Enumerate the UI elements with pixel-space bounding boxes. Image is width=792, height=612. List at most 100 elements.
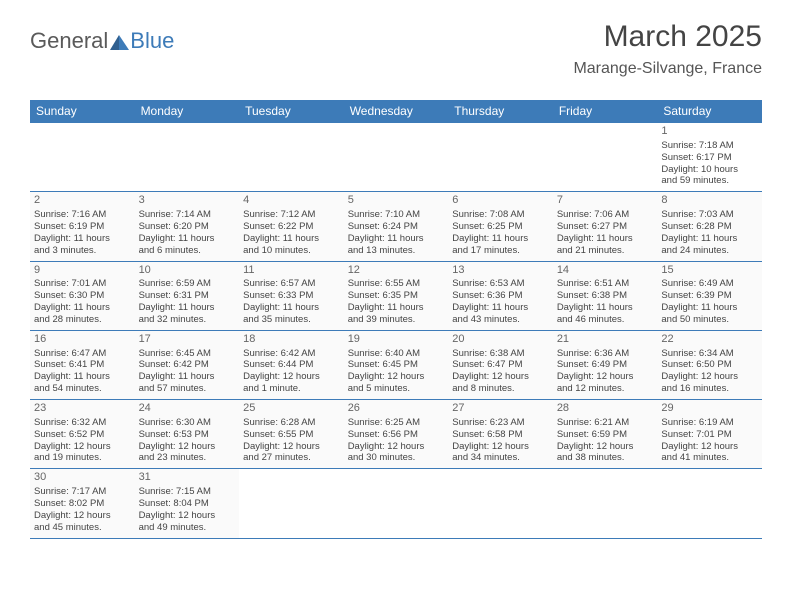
cell-line: Sunset: 6:31 PM: [139, 290, 236, 302]
logo: General Blue: [30, 28, 174, 54]
calendar-cell: 8Sunrise: 7:03 AMSunset: 6:28 PMDaylight…: [657, 192, 762, 261]
cell-line: Sunset: 6:38 PM: [557, 290, 654, 302]
cell-line: Sunrise: 7:17 AM: [34, 486, 131, 498]
calendar-header-row: SundayMondayTuesdayWednesdayThursdayFrid…: [30, 100, 762, 123]
cell-line: Sunrise: 6:59 AM: [139, 278, 236, 290]
cell-line: Daylight: 11 hours: [557, 302, 654, 314]
cell-line: and 16 minutes.: [661, 383, 758, 395]
cell-line: Sunset: 6:39 PM: [661, 290, 758, 302]
cell-line: Sunset: 6:59 PM: [557, 429, 654, 441]
cell-line: Daylight: 12 hours: [452, 371, 549, 383]
cell-line: Sunrise: 6:51 AM: [557, 278, 654, 290]
cell-line: Sunrise: 7:03 AM: [661, 209, 758, 221]
cell-line: Daylight: 12 hours: [557, 441, 654, 453]
cell-line: Daylight: 12 hours: [348, 441, 445, 453]
day-number: 25: [243, 402, 340, 416]
cell-line: and 45 minutes.: [34, 522, 131, 534]
cell-line: Daylight: 12 hours: [243, 371, 340, 383]
day-number: 29: [661, 402, 758, 416]
cell-line: and 1 minute.: [243, 383, 340, 395]
day-number: 27: [452, 402, 549, 416]
calendar-cell: 5Sunrise: 7:10 AMSunset: 6:24 PMDaylight…: [344, 192, 449, 261]
calendar-cell: [657, 469, 762, 538]
cell-line: Sunset: 6:20 PM: [139, 221, 236, 233]
cell-line: Sunset: 6:35 PM: [348, 290, 445, 302]
cell-line: Sunset: 6:27 PM: [557, 221, 654, 233]
calendar-cell: [344, 123, 449, 192]
cell-line: Sunrise: 7:10 AM: [348, 209, 445, 221]
cell-line: Daylight: 11 hours: [34, 371, 131, 383]
calendar-cell: [448, 123, 553, 192]
cell-line: Sunrise: 7:12 AM: [243, 209, 340, 221]
calendar-cell: 9Sunrise: 7:01 AMSunset: 6:30 PMDaylight…: [30, 261, 135, 330]
cell-line: Sunset: 6:28 PM: [661, 221, 758, 233]
cell-line: Sunset: 6:36 PM: [452, 290, 549, 302]
cell-line: Sunset: 6:58 PM: [452, 429, 549, 441]
calendar-cell: 24Sunrise: 6:30 AMSunset: 6:53 PMDayligh…: [135, 400, 240, 469]
cell-line: Sunset: 7:01 PM: [661, 429, 758, 441]
cell-line: and 17 minutes.: [452, 245, 549, 257]
cell-line: Sunrise: 6:32 AM: [34, 417, 131, 429]
cell-line: and 23 minutes.: [139, 452, 236, 464]
cell-line: Sunrise: 6:34 AM: [661, 348, 758, 360]
day-number: 2: [34, 194, 131, 208]
calendar-cell: 23Sunrise: 6:32 AMSunset: 6:52 PMDayligh…: [30, 400, 135, 469]
day-header: Tuesday: [239, 100, 344, 123]
cell-line: Daylight: 11 hours: [243, 302, 340, 314]
calendar-row: 30Sunrise: 7:17 AMSunset: 8:02 PMDayligh…: [30, 469, 762, 538]
cell-line: and 8 minutes.: [452, 383, 549, 395]
cell-line: Sunset: 6:49 PM: [557, 359, 654, 371]
cell-line: Sunset: 8:02 PM: [34, 498, 131, 510]
cell-line: and 49 minutes.: [139, 522, 236, 534]
calendar-cell: 29Sunrise: 6:19 AMSunset: 7:01 PMDayligh…: [657, 400, 762, 469]
calendar-cell: 3Sunrise: 7:14 AMSunset: 6:20 PMDaylight…: [135, 192, 240, 261]
cell-line: Daylight: 11 hours: [661, 233, 758, 245]
calendar-cell: 4Sunrise: 7:12 AMSunset: 6:22 PMDaylight…: [239, 192, 344, 261]
cell-line: and 35 minutes.: [243, 314, 340, 326]
cell-line: Sunset: 6:24 PM: [348, 221, 445, 233]
cell-line: Sunrise: 6:55 AM: [348, 278, 445, 290]
day-number: 28: [557, 402, 654, 416]
cell-line: and 39 minutes.: [348, 314, 445, 326]
day-number: 18: [243, 333, 340, 347]
cell-line: Sunrise: 6:30 AM: [139, 417, 236, 429]
calendar-cell: 18Sunrise: 6:42 AMSunset: 6:44 PMDayligh…: [239, 330, 344, 399]
cell-line: Sunrise: 6:36 AM: [557, 348, 654, 360]
calendar-cell: 19Sunrise: 6:40 AMSunset: 6:45 PMDayligh…: [344, 330, 449, 399]
cell-line: Daylight: 12 hours: [139, 441, 236, 453]
cell-line: and 3 minutes.: [34, 245, 131, 257]
calendar-cell: 14Sunrise: 6:51 AMSunset: 6:38 PMDayligh…: [553, 261, 658, 330]
calendar-cell: [344, 469, 449, 538]
cell-line: Daylight: 11 hours: [34, 233, 131, 245]
cell-line: Sunset: 6:30 PM: [34, 290, 131, 302]
day-number: 31: [139, 471, 236, 485]
cell-line: Daylight: 12 hours: [557, 371, 654, 383]
day-number: 22: [661, 333, 758, 347]
cell-line: Sunset: 8:04 PM: [139, 498, 236, 510]
calendar-cell: 20Sunrise: 6:38 AMSunset: 6:47 PMDayligh…: [448, 330, 553, 399]
day-number: 6: [452, 194, 549, 208]
cell-line: Sunset: 6:53 PM: [139, 429, 236, 441]
day-number: 30: [34, 471, 131, 485]
day-header: Wednesday: [344, 100, 449, 123]
calendar-cell: [553, 123, 658, 192]
cell-line: Sunset: 6:55 PM: [243, 429, 340, 441]
cell-line: Sunset: 6:19 PM: [34, 221, 131, 233]
cell-line: Sunset: 6:17 PM: [661, 152, 758, 164]
calendar-cell: 28Sunrise: 6:21 AMSunset: 6:59 PMDayligh…: [553, 400, 658, 469]
day-number: 11: [243, 264, 340, 278]
location-subtitle: Marange-Silvange, France: [573, 60, 762, 78]
cell-line: Daylight: 11 hours: [139, 233, 236, 245]
calendar-cell: [448, 469, 553, 538]
cell-line: Sunrise: 6:57 AM: [243, 278, 340, 290]
calendar-cell: 12Sunrise: 6:55 AMSunset: 6:35 PMDayligh…: [344, 261, 449, 330]
cell-line: Sunrise: 6:21 AM: [557, 417, 654, 429]
cell-line: Daylight: 10 hours: [661, 164, 758, 176]
cell-line: Sunrise: 6:45 AM: [139, 348, 236, 360]
calendar-table: SundayMondayTuesdayWednesdayThursdayFrid…: [30, 100, 762, 539]
calendar-cell: [553, 469, 658, 538]
cell-line: and 57 minutes.: [139, 383, 236, 395]
cell-line: Daylight: 11 hours: [661, 302, 758, 314]
cell-line: Daylight: 12 hours: [661, 371, 758, 383]
day-number: 12: [348, 264, 445, 278]
